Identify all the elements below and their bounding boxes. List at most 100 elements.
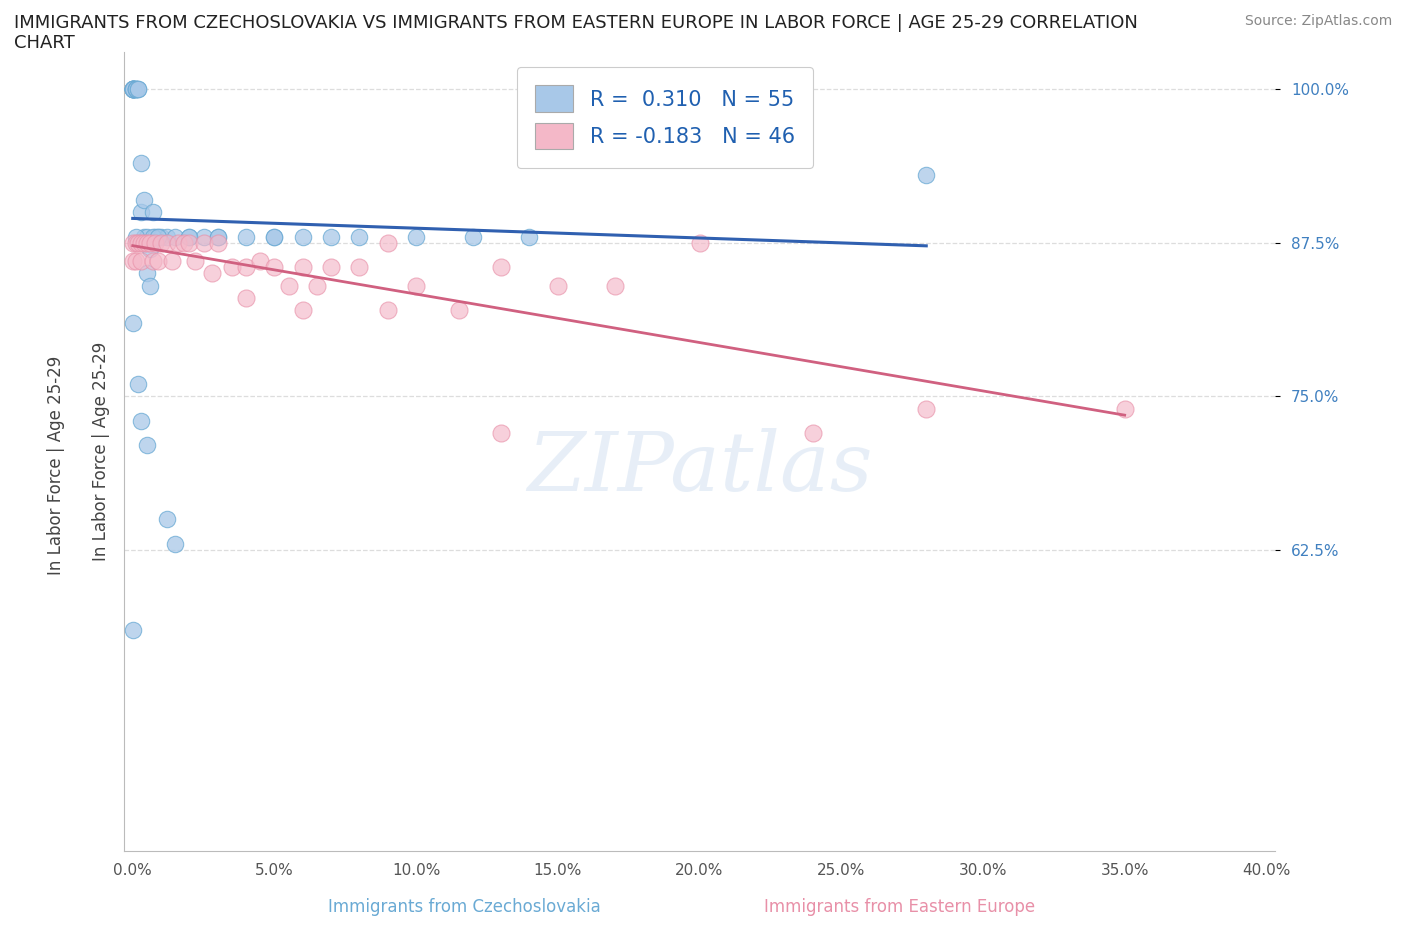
Point [121, 82, 143, 97]
Point [156, 229, 179, 244]
Point [165, 537, 187, 551]
Point [349, 259, 371, 274]
Point [263, 229, 285, 244]
Point [263, 229, 285, 244]
Point [461, 229, 484, 244]
Point [179, 235, 201, 250]
Point [124, 254, 146, 269]
Point [291, 303, 314, 318]
Point [291, 259, 314, 274]
Point [129, 254, 152, 269]
Point [127, 82, 149, 97]
Point [162, 254, 184, 269]
Legend: R =  0.310   N = 55, R = -0.183   N = 46: R = 0.310 N = 55, R = -0.183 N = 46 [516, 67, 814, 168]
Point [121, 254, 143, 269]
Point [547, 278, 569, 293]
Point [124, 82, 146, 97]
Point [915, 401, 938, 416]
Point [129, 235, 152, 250]
Point [221, 259, 243, 274]
Point [1114, 401, 1136, 416]
Point [156, 512, 179, 526]
Point [124, 235, 146, 250]
Point [165, 229, 187, 244]
Point [121, 82, 143, 97]
Point [319, 259, 342, 274]
Point [405, 229, 427, 244]
Point [132, 193, 155, 207]
Text: CHART: CHART [14, 34, 75, 52]
Point [489, 259, 512, 274]
Point [173, 235, 195, 250]
Point [142, 205, 165, 219]
Point [129, 414, 152, 429]
Point [167, 235, 190, 250]
Point [201, 266, 224, 281]
Point [447, 303, 470, 318]
Point [121, 82, 143, 97]
Point [207, 229, 229, 244]
Point [148, 229, 170, 244]
Point [129, 205, 152, 219]
Point [377, 235, 399, 250]
Point [277, 278, 299, 293]
Point [129, 155, 152, 170]
Point [127, 82, 149, 97]
Point [377, 303, 399, 318]
Point [121, 82, 143, 97]
Point [127, 235, 149, 250]
Point [124, 82, 146, 97]
Text: In Labor Force | Age 25-29: In Labor Force | Age 25-29 [48, 355, 65, 575]
Point [121, 82, 143, 97]
Text: Source: ZipAtlas.com: Source: ZipAtlas.com [1244, 14, 1392, 28]
Point [148, 254, 170, 269]
Point [138, 235, 160, 250]
Point [121, 622, 143, 637]
Point [319, 229, 342, 244]
Point [135, 438, 157, 453]
Point [193, 229, 215, 244]
Point [305, 278, 328, 293]
Point [156, 235, 179, 250]
Point [207, 235, 229, 250]
Point [235, 290, 257, 305]
Point [124, 82, 146, 97]
Point [121, 82, 143, 97]
Point [121, 82, 143, 97]
Point [135, 235, 157, 250]
Point [132, 235, 155, 250]
Point [489, 426, 512, 441]
Point [235, 259, 257, 274]
Point [121, 235, 143, 250]
Point [179, 229, 201, 244]
Point [291, 229, 314, 244]
Point [150, 229, 173, 244]
Point [142, 229, 165, 244]
Point [689, 235, 711, 250]
Point [124, 229, 146, 244]
Point [801, 426, 824, 441]
Text: ZIPatlas: ZIPatlas [527, 428, 872, 508]
Point [135, 266, 157, 281]
Text: IMMIGRANTS FROM CZECHOSLOVAKIA VS IMMIGRANTS FROM EASTERN EUROPE IN LABOR FORCE : IMMIGRANTS FROM CZECHOSLOVAKIA VS IMMIGR… [14, 14, 1137, 32]
Point [124, 82, 146, 97]
Text: Immigrants from Eastern Europe: Immigrants from Eastern Europe [765, 898, 1035, 916]
Point [179, 229, 201, 244]
Point [121, 82, 143, 97]
Point [132, 229, 155, 244]
Point [145, 235, 167, 250]
Point [138, 242, 160, 257]
Point [121, 315, 143, 330]
Point [150, 235, 173, 250]
Point [142, 254, 165, 269]
Point [349, 229, 371, 244]
Point [235, 229, 257, 244]
Point [915, 167, 938, 182]
Point [145, 229, 167, 244]
Point [138, 278, 160, 293]
Point [519, 229, 541, 244]
Point [184, 254, 207, 269]
Point [135, 229, 157, 244]
Point [603, 278, 626, 293]
Point [148, 229, 170, 244]
